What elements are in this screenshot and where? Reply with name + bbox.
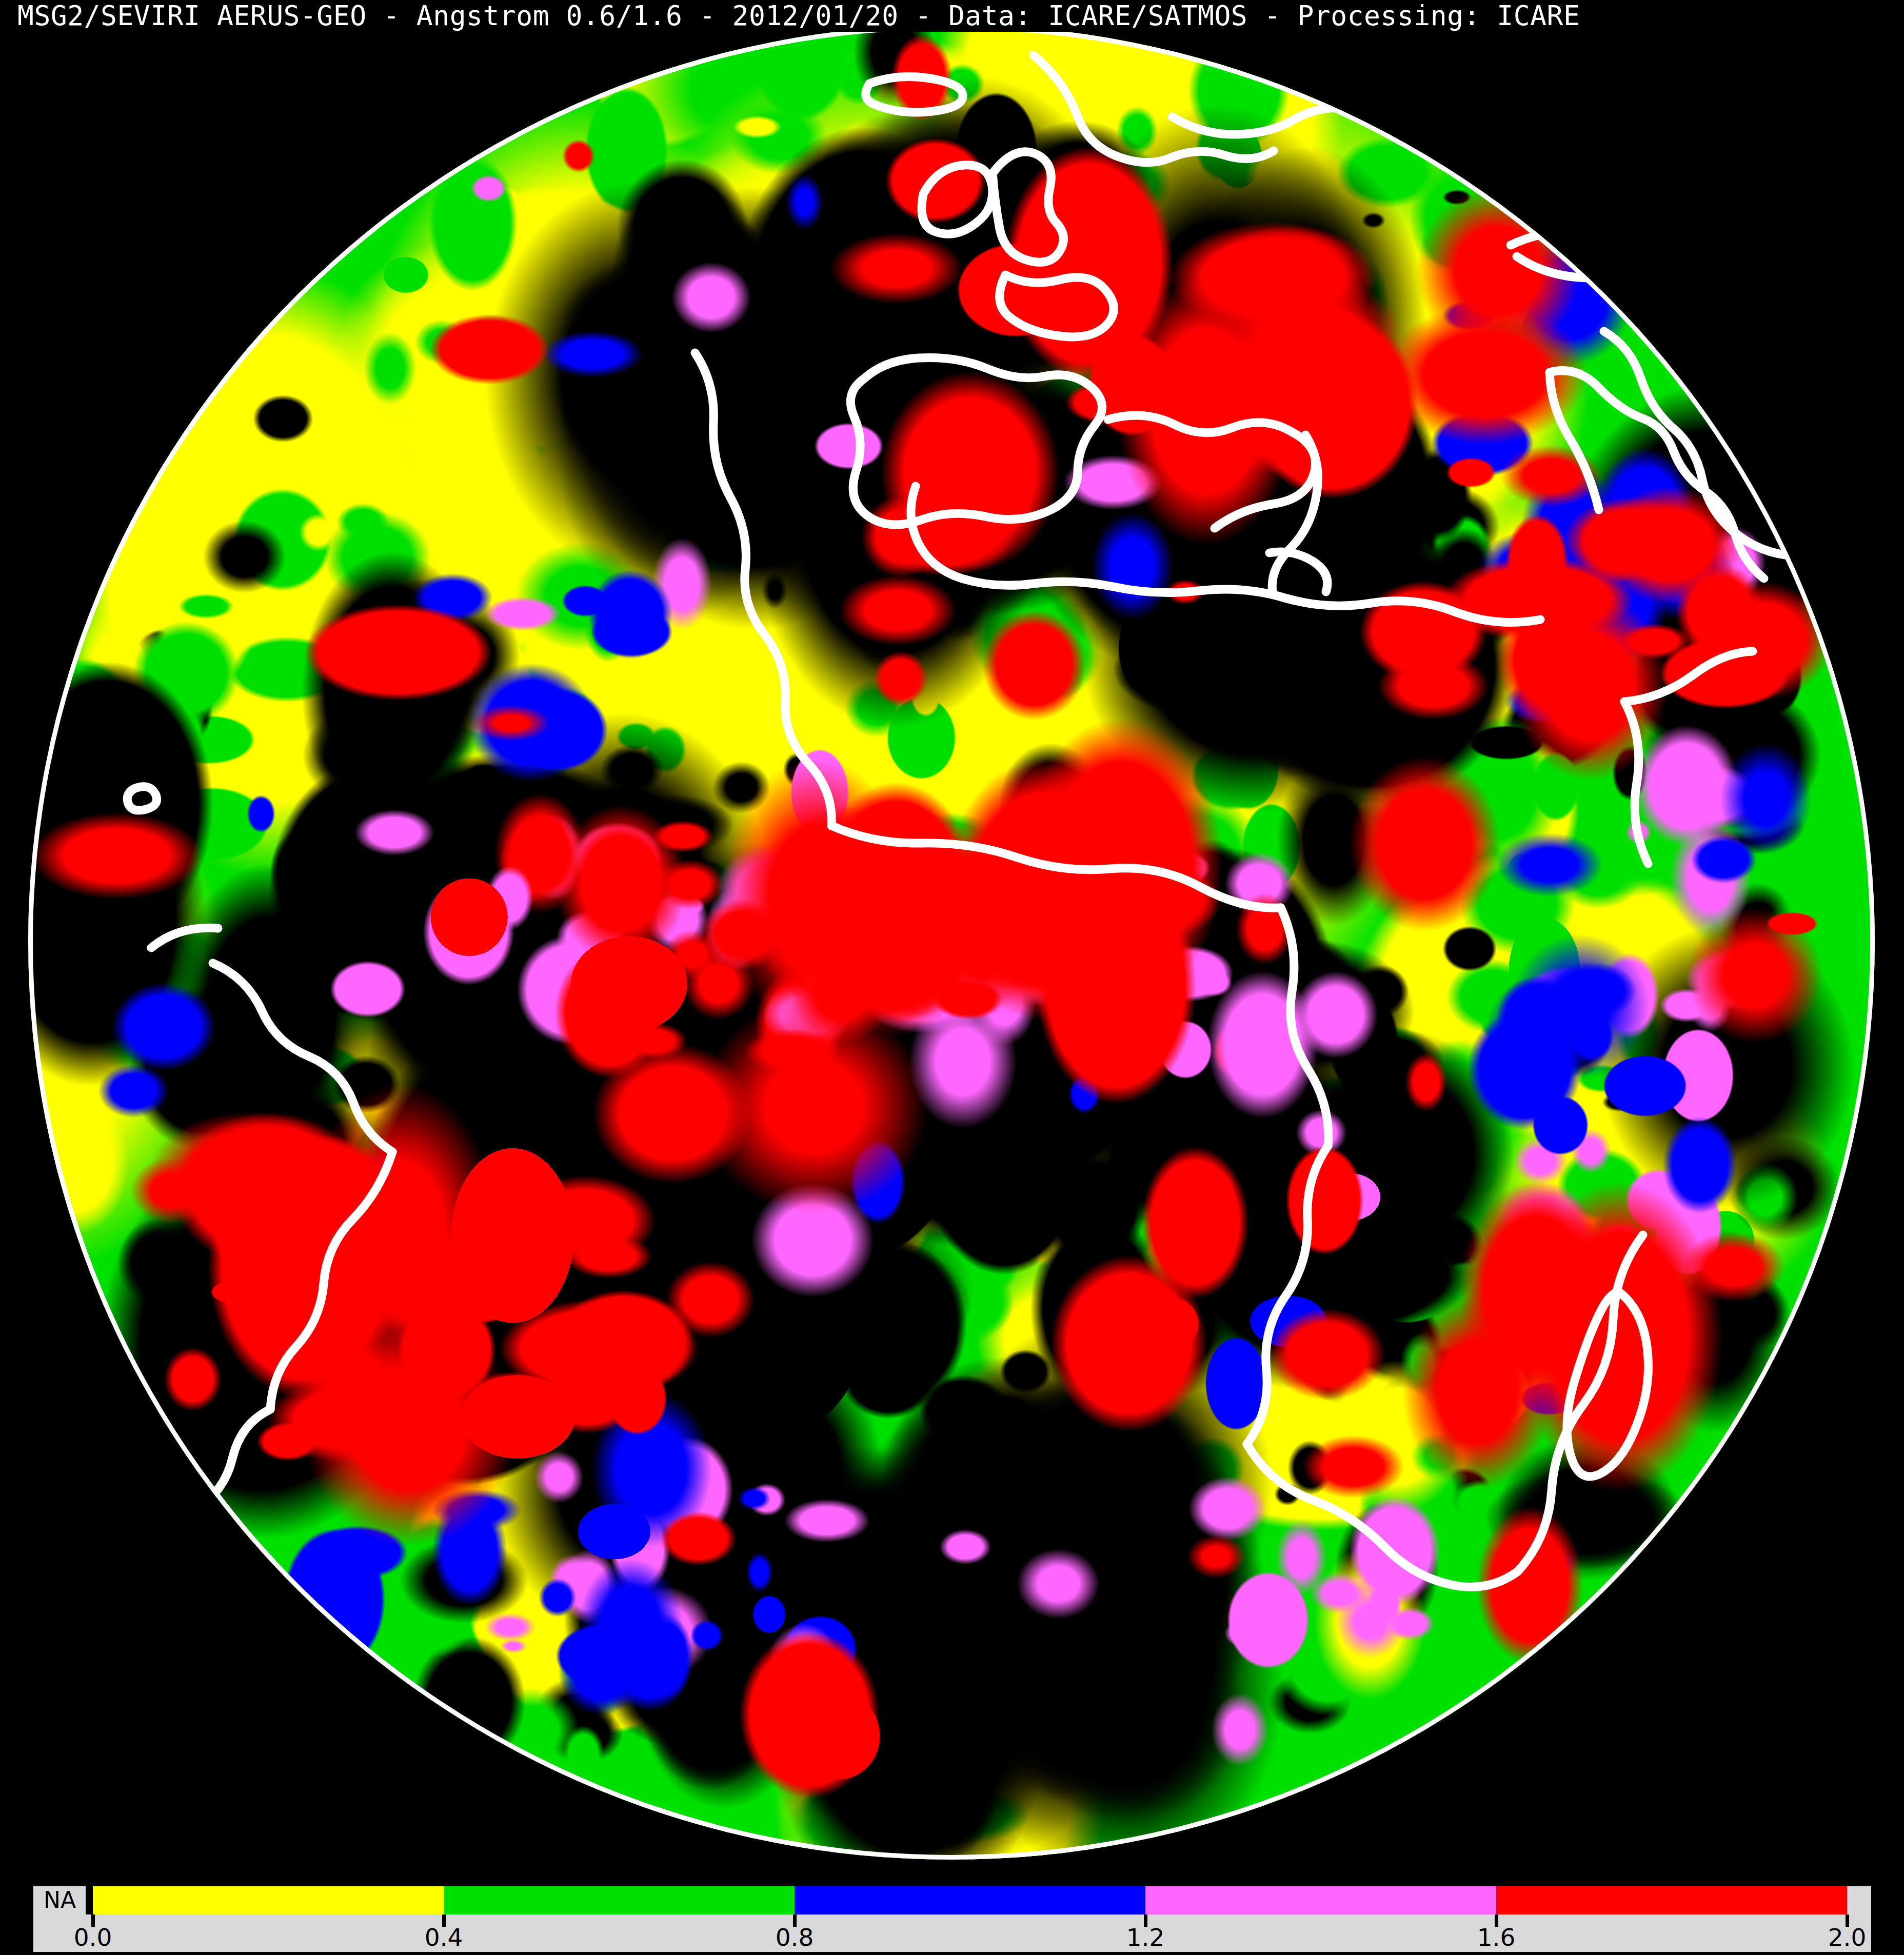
page-title: MSG2/SEVIRI AERUS-GEO - Angstrom 0.6/1.6… [17,1,1580,31]
colorbar: NA 0.0 0.4 0.8 1.2 1.6 2.0 [33,1886,1871,1952]
title-bar: MSG2/SEVIRI AERUS-GEO - Angstrom 0.6/1.6… [0,0,1904,32]
colorbar-tick-label-3: 1.2 [1126,1924,1165,1951]
colorbar-tick-label-4: 1.6 [1477,1924,1516,1951]
colorbar-segment-0 [93,1886,444,1914]
earth-disk [28,25,1875,1860]
colorbar-segment-3 [1145,1886,1496,1914]
colorbar-tick-label-2: 0.8 [776,1924,814,1951]
aerosol-field-accents [28,25,1875,1860]
colorbar-ramp [93,1886,1847,1914]
colorbar-tick-label-5: 2.0 [1828,1924,1867,1951]
colorbar-tick-label-1: 0.4 [425,1924,463,1951]
colorbar-segment-1 [444,1886,795,1914]
colorbar-tick-labels: 0.00.40.81.21.62.0 [93,1924,1847,1952]
colorbar-segment-2 [795,1886,1145,1914]
satellite-full-disk-image [0,0,1904,1877]
colorbar-na-label: NA [44,1887,76,1913]
colorbar-na-swatch [86,1886,93,1914]
colorbar-tick-label-0: 0.0 [74,1924,112,1951]
colorbar-segment-4 [1496,1886,1847,1914]
